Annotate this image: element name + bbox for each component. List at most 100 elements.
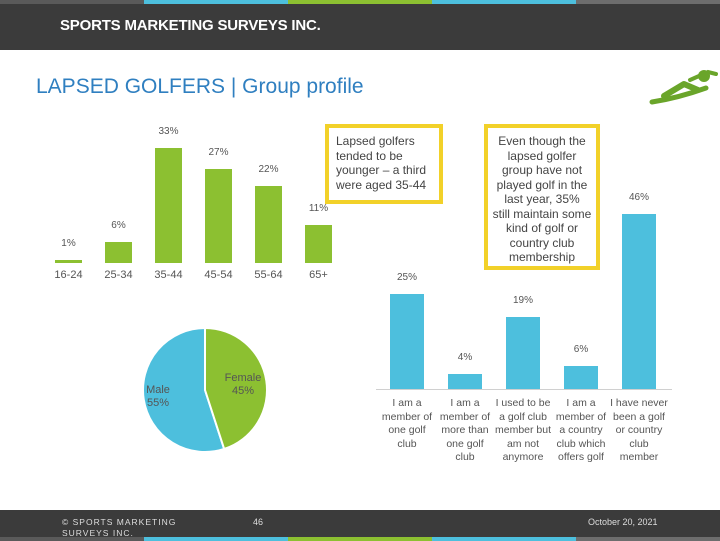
age-category-label: 25-34 [104, 269, 133, 281]
membership-category-label-line: am not [506, 437, 540, 450]
age-bar-value-label: 27% [208, 146, 229, 158]
color-stripe [144, 537, 288, 541]
pie-label-female-value: 45% [231, 385, 255, 397]
age-bar-value-label: 11% [308, 202, 329, 214]
age-callout-line: tended to be [336, 148, 403, 163]
color-stripe [432, 537, 576, 541]
age-category-label: 65+ [309, 269, 328, 281]
membership-callout-line: kind of golf or [505, 221, 579, 235]
footer-color-stripes [0, 537, 720, 541]
membership-bar-value-label: 46% [628, 192, 649, 203]
age-bar-value-label: 22% [258, 164, 279, 176]
color-stripe [576, 537, 720, 541]
age-bar [105, 242, 132, 263]
membership-callout-line: country club [509, 235, 575, 250]
pie-slice-female [204, 326, 269, 451]
footer-copyright: © SPORTS MARKETING SURVEYS INC. [62, 517, 177, 538]
membership-bar [564, 366, 598, 389]
color-stripe [288, 537, 432, 541]
membership-bar-value-label: 25% [396, 271, 417, 283]
gender-pie-chart [142, 326, 269, 453]
membership-bar [390, 293, 424, 389]
membership-category-label-line: a golf club [499, 410, 547, 423]
age-bar [205, 168, 232, 263]
age-callout-line: younger – a third [336, 163, 427, 177]
color-stripe [288, 0, 432, 4]
membership-bar-value-label: 4% [457, 351, 473, 363]
age-callout-box: Lapsed golfers tended to be younger – a th… [325, 124, 443, 204]
membership-category-label: I used to be a golf club member but am not a… [490, 397, 556, 465]
footer-date: October 20, 2021 [588, 517, 658, 527]
age-callout-line: Lapsed golfers [336, 134, 415, 148]
membership-category-label-line: offers golf [558, 451, 604, 463]
pie-slice-male [142, 326, 226, 453]
color-stripe [432, 0, 576, 4]
membership-category-label-line: member of [439, 410, 491, 423]
membership-callout-line: last year, 35% [504, 192, 580, 206]
membership-category-label-line: a country [559, 424, 603, 436]
membership-category-label-line: I am a [566, 397, 596, 409]
pie-label-male: Male 55% [138, 384, 178, 410]
age-callout-line: were aged 35-44 [336, 177, 427, 192]
membership-callout-line: Even though the [498, 134, 586, 148]
color-stripe [0, 537, 144, 541]
membership-callout-box: Even though the lapsed golfer group have n… [484, 124, 600, 270]
header-bar: SPORTS MARKETING SURVEYS INC. [0, 0, 720, 50]
membership-category-label-line: more than [441, 424, 489, 436]
page-title: LAPSED GOLFERS | Group profile [36, 75, 364, 98]
age-category-label: 35-44 [154, 269, 183, 281]
membership-category-label: I am a member of more than one golf club [432, 397, 498, 465]
brand-name: SPORTS MARKETING SURVEYS INC. [60, 17, 321, 34]
membership-category-label-line: one golf [388, 424, 426, 436]
membership-category-label-line: I am a [392, 397, 422, 409]
membership-category-label-line: I am a [450, 397, 480, 409]
age-category-label: 45-54 [204, 269, 233, 281]
membership-callout-line: group have not [501, 163, 583, 177]
age-bar-value-label: 33% [158, 126, 179, 137]
age-category-label: 16-24 [54, 269, 83, 281]
membership-category-label: I am a member of a country club which offers… [548, 397, 614, 465]
membership-bar-value-label: 6% [573, 344, 589, 356]
membership-bar [448, 373, 482, 389]
footer-bar: © SPORTS MARKETING SURVEYS INC. 46 Octob… [0, 510, 720, 541]
membership-callout-line: membership [508, 250, 576, 264]
color-stripe [0, 0, 144, 4]
membership-bar [622, 214, 656, 389]
membership-category-label-line: I have never [610, 397, 668, 409]
age-bar-value-label: 1% [61, 237, 76, 249]
page-number: 46 [253, 517, 264, 527]
membership-callout-line: played golf in the [496, 177, 588, 192]
membership-category-label-line: been a golf [613, 410, 665, 423]
header-color-stripes [0, 0, 720, 4]
age-bar-value-label: 6% [111, 220, 126, 232]
membership-category-label-line: member of [555, 410, 607, 423]
membership-callout-line: still maintain some [492, 206, 592, 221]
membership-category-label: I have never been a golf or country club mem… [606, 397, 672, 465]
age-bar [255, 186, 282, 263]
membership-category-label-line: club [397, 437, 417, 450]
membership-category-label-line: club [455, 451, 475, 463]
membership-category-label-line: anymore [502, 451, 544, 463]
color-stripe [576, 0, 720, 4]
membership-category-label-line: or country [615, 424, 663, 436]
age-bar [155, 148, 182, 263]
color-stripe [144, 0, 288, 4]
membership-category-label: I am a member of one golf club [374, 397, 440, 451]
pie-label-male-value: 55% [146, 397, 170, 409]
pie-label-female: Female 45% [220, 372, 266, 398]
membership-category-label-line: club which [556, 437, 606, 450]
membership-bar-value-label: 19% [512, 294, 533, 306]
membership-category-label-line: member of [381, 410, 433, 423]
membership-bar [506, 316, 540, 389]
age-category-label: 55-64 [254, 269, 283, 281]
pie-label-female-name: Female [224, 372, 262, 384]
golfer-logo-icon [649, 69, 718, 105]
membership-callout-line: lapsed golfer [507, 148, 577, 163]
age-bar [55, 259, 82, 263]
membership-category-label-line: member [619, 451, 659, 463]
age-bar [305, 224, 332, 263]
pie-label-male-name: Male [146, 384, 170, 396]
membership-category-label-line: club [629, 437, 649, 450]
membership-category-label-line: member but [494, 424, 552, 436]
membership-axis-line [376, 389, 672, 390]
